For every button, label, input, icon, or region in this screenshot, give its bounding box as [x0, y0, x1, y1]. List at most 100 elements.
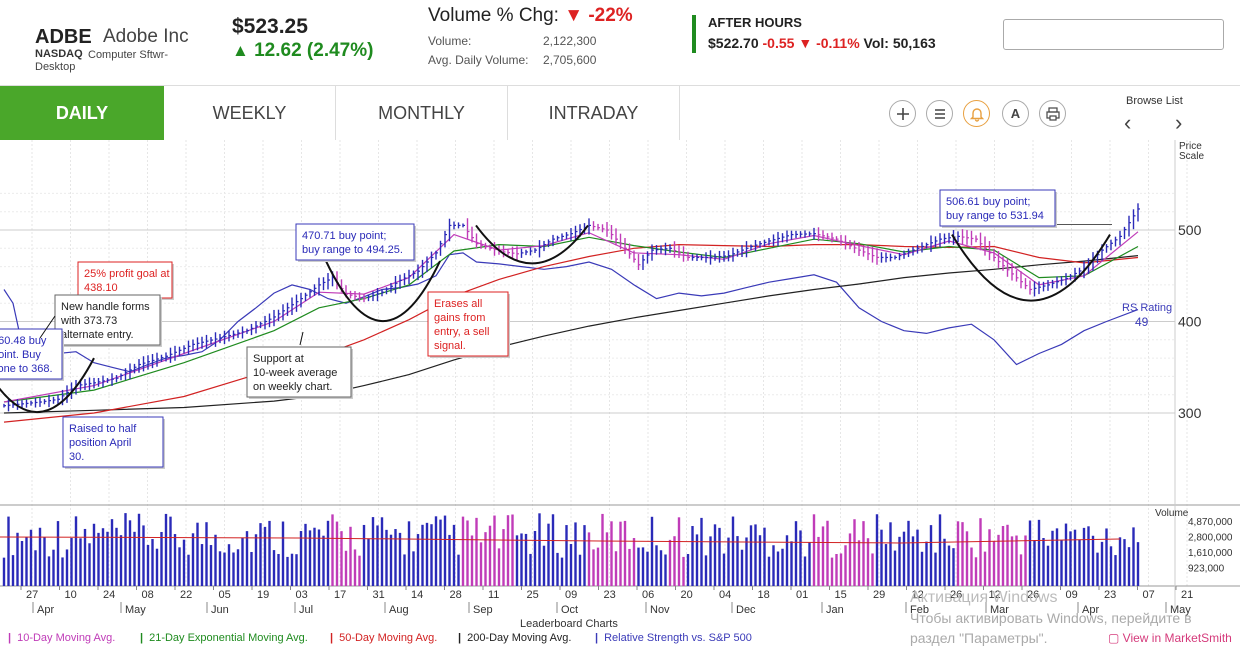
volume-bar — [691, 526, 694, 586]
volume-bar — [560, 557, 564, 586]
volume-bar — [205, 522, 208, 586]
quote-header: ADBE Adobe Inc NASDAQ Computer Sftwr- De… — [0, 0, 1240, 86]
price-bars — [3, 203, 1140, 412]
volume-bar — [101, 528, 105, 586]
view-in-marketsmith-link[interactable]: ▢ View in MarketSmith — [1108, 631, 1232, 645]
volume-bar — [493, 515, 496, 586]
volume-label: Volume: — [428, 34, 472, 48]
volume-bar — [956, 521, 960, 586]
volume-bar — [178, 547, 181, 586]
annotation-box — [427, 291, 509, 357]
volume-bar — [1087, 526, 1090, 586]
volume-bar — [232, 552, 235, 586]
volume-bar — [322, 535, 325, 586]
volume-bar — [821, 526, 825, 586]
print-icon[interactable] — [1039, 100, 1066, 127]
volume-bar — [641, 547, 645, 586]
volume-bar — [1033, 540, 1036, 586]
volume-bar — [1010, 536, 1014, 586]
volume-bar — [317, 529, 321, 586]
volume-bar — [529, 553, 532, 586]
volume-bar — [331, 514, 334, 586]
after-hours-label: AFTER HOURS — [708, 15, 802, 30]
x-tick-label: 14 — [411, 589, 423, 601]
volume-bar — [119, 535, 123, 586]
volume-bar — [767, 556, 771, 586]
volume-bar — [848, 533, 852, 586]
volume-bar — [916, 529, 919, 586]
ah-volume: Vol: 50,163 — [863, 35, 936, 51]
annotation-support: Support at 10-week average on weekly chart… — [246, 346, 353, 399]
volume-bar — [70, 537, 73, 586]
volume-bar — [7, 516, 10, 586]
volume-bar — [380, 517, 384, 586]
rs-rating-label: RS Rating — [1122, 302, 1172, 314]
arrow-down-icon: ▼ — [798, 35, 813, 51]
volume-pct-value: -22% — [588, 5, 633, 26]
chevron-left-icon[interactable]: ‹ — [1124, 110, 1132, 135]
bell-icon[interactable] — [963, 100, 990, 127]
plus-icon[interactable] — [889, 100, 916, 127]
volume-bar — [785, 535, 789, 586]
chart-legend: | 10-Day Moving Avg. | 21-Day Exponential … — [0, 629, 1240, 649]
search-input[interactable] — [1003, 19, 1224, 50]
volume-bar — [340, 531, 343, 586]
volume-bar — [335, 521, 339, 586]
volume-bar — [1118, 537, 1122, 586]
volume-bar — [943, 538, 946, 586]
last-price: $523.25 — [232, 15, 308, 38]
volume-bar — [286, 556, 289, 586]
volume-bar — [439, 519, 442, 586]
view-in-label: View in MarketSmith — [1122, 631, 1232, 645]
tab-monthly[interactable]: MONTHLY — [336, 86, 508, 140]
volume-bar — [25, 537, 28, 586]
y-tick-label: 500 — [1178, 222, 1202, 238]
annotation-text: 30. — [69, 451, 84, 463]
volume-bar — [137, 513, 141, 586]
chevron-right-icon[interactable]: › — [1175, 110, 1183, 135]
volume-bar — [704, 555, 708, 586]
x-tick-label: 19 — [257, 589, 269, 601]
volume-bar — [515, 535, 519, 586]
volume-bar — [551, 514, 555, 586]
volume-bar — [722, 553, 726, 586]
volume-bar — [659, 550, 663, 586]
volume-bar — [110, 519, 114, 586]
annotation-buy-point-2: 470.71 buy point; buy range to 494.25. — [295, 223, 416, 262]
legend-rs-label: Relative Strength vs. S&P 500 — [604, 632, 752, 644]
volume-bar — [790, 541, 793, 586]
volume-bar — [520, 533, 523, 586]
volume-bar — [52, 549, 55, 586]
tab-weekly[interactable]: WEEKLY — [164, 86, 336, 140]
annotation-box — [62, 416, 164, 468]
volume-bar — [682, 556, 685, 586]
volume-bar — [488, 525, 492, 586]
volume-bar — [61, 557, 64, 586]
annotation-icon[interactable]: A — [1002, 100, 1029, 127]
tab-intraday[interactable]: INTRADAY — [508, 86, 680, 140]
price-change: ▲ 12.62 (2.47%) — [232, 40, 373, 62]
volume-bar — [875, 514, 879, 586]
volume-bar — [934, 552, 937, 586]
leaderboard-charts-label: Leaderboard Charts — [520, 618, 618, 630]
volume-bar — [781, 548, 784, 586]
cup-pattern-arc — [951, 234, 1111, 302]
volume-bar — [1082, 527, 1086, 586]
list-icon[interactable] — [926, 100, 953, 127]
volume-bar — [799, 530, 802, 586]
month-label: Oct — [561, 604, 578, 616]
volume-bar — [245, 531, 249, 586]
volume-bar — [1123, 539, 1126, 586]
tab-daily[interactable]: DAILY — [0, 86, 164, 140]
volume-bar — [1019, 554, 1023, 586]
volume-bar — [605, 532, 609, 586]
volume-bar — [866, 538, 870, 586]
volume-bar — [542, 545, 546, 586]
x-tick-label: 27 — [26, 589, 38, 601]
volume-bar — [610, 521, 613, 586]
legend-ema21-label: 21-Day Exponential Moving Avg. — [149, 632, 308, 644]
legend-ema21: | 21-Day Exponential Moving Avg. — [140, 632, 308, 644]
volume-bar — [1100, 541, 1104, 586]
volume-bar — [646, 551, 649, 586]
